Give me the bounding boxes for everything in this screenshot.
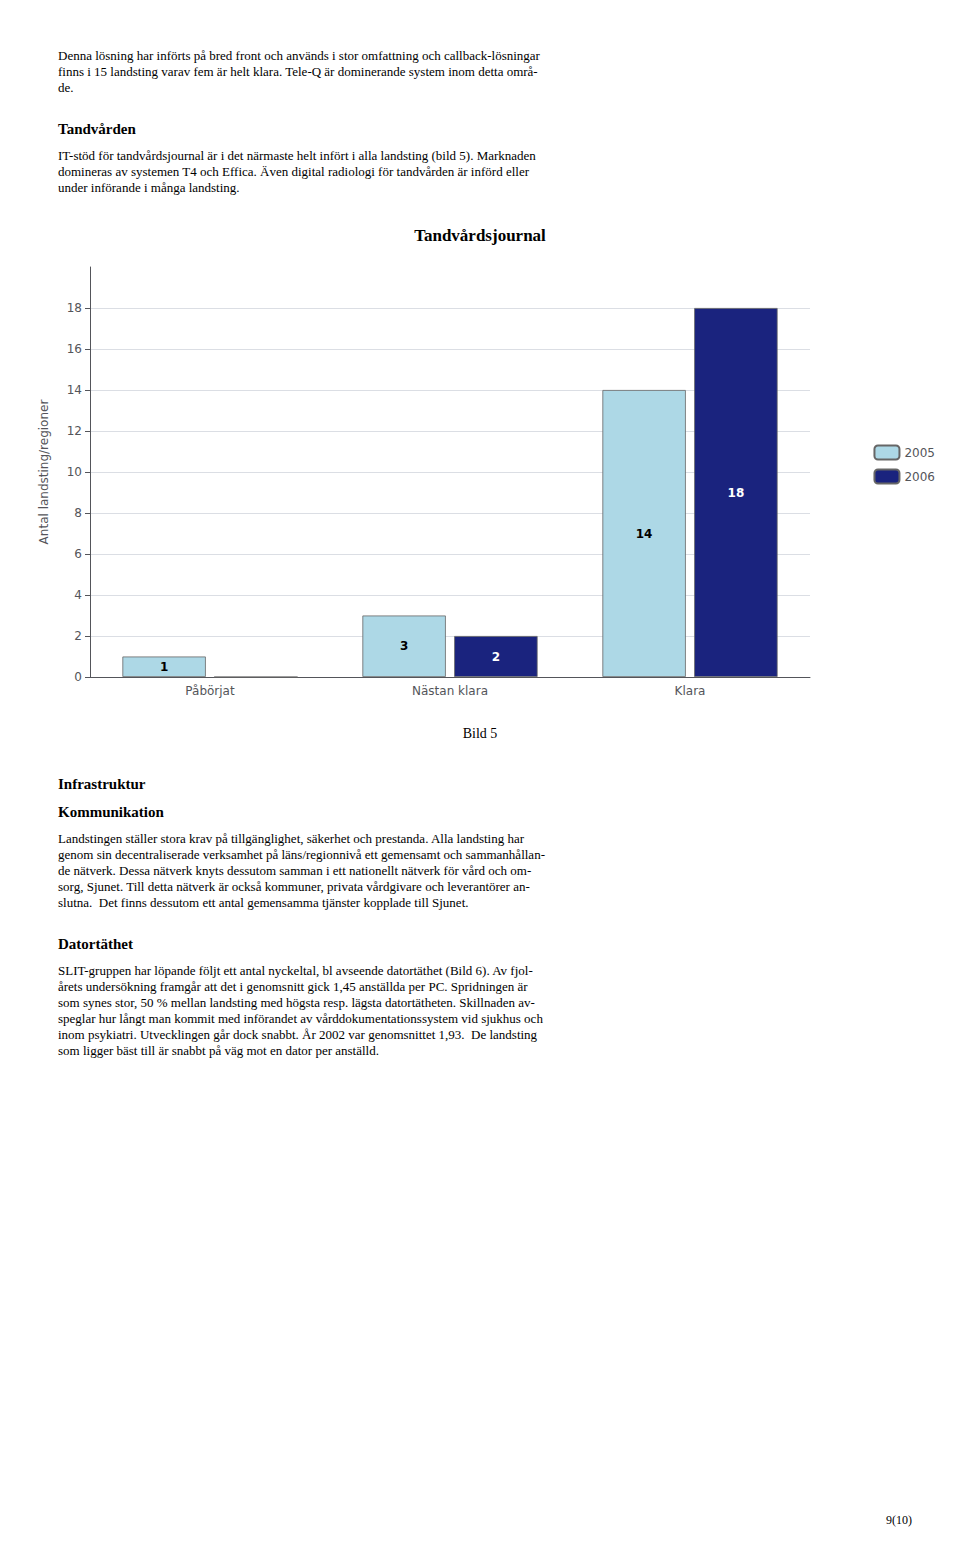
html-text:Datortäthet: Datortäthet xyxy=(58,936,133,952)
html-text:Infrastruktur: Infrastruktur xyxy=(58,776,146,792)
svg-text:3: 3 xyxy=(400,639,408,653)
html-text:IT-stöd för tandvårdsjournal ä: IT-stöd för tandvårdsjournal är i det nä… xyxy=(58,148,536,195)
svg-text:8: 8 xyxy=(74,506,82,520)
svg-text:14: 14 xyxy=(67,383,82,397)
svg-text:16: 16 xyxy=(67,342,82,356)
svg-text:18: 18 xyxy=(728,486,745,500)
svg-text:2005: 2005 xyxy=(904,446,935,460)
svg-text:0: 0 xyxy=(74,670,82,684)
svg-text:18: 18 xyxy=(67,301,82,315)
svg-text:Klara: Klara xyxy=(675,684,706,698)
svg-text:1: 1 xyxy=(160,660,168,674)
svg-text:Antal landsting/regioner: Antal landsting/regioner xyxy=(37,400,51,545)
svg-text:12: 12 xyxy=(67,424,82,438)
html-text:Tandvården: Tandvården xyxy=(58,121,136,137)
svg-text:4: 4 xyxy=(74,588,82,602)
html-text:Landstingen ställer stora krav: Landstingen ställer stora krav på tillgä… xyxy=(58,831,545,910)
svg-text:14: 14 xyxy=(636,527,653,541)
svg-text:10: 10 xyxy=(67,465,82,479)
svg-text:Påbörjat: Påbörjat xyxy=(185,684,235,698)
html-text:9(10): 9(10) xyxy=(886,1513,912,1527)
svg-text:2: 2 xyxy=(492,650,500,664)
html-text:Bild 5: Bild 5 xyxy=(462,726,498,741)
html-text:Denna lösning har införts på b: Denna lösning har införts på bred front … xyxy=(58,48,540,95)
svg-text:2006: 2006 xyxy=(904,470,935,484)
svg-text:Tandvårdsjournal: Tandvårdsjournal xyxy=(414,226,546,245)
html-text:Kommunikation: Kommunikation xyxy=(58,804,164,820)
svg-text:Nästan klara: Nästan klara xyxy=(412,684,488,698)
html-text:SLIT-gruppen har löpande följt: SLIT-gruppen har löpande följt ett antal… xyxy=(58,963,543,1058)
svg-text:2: 2 xyxy=(74,629,82,643)
svg-text:6: 6 xyxy=(74,547,82,561)
